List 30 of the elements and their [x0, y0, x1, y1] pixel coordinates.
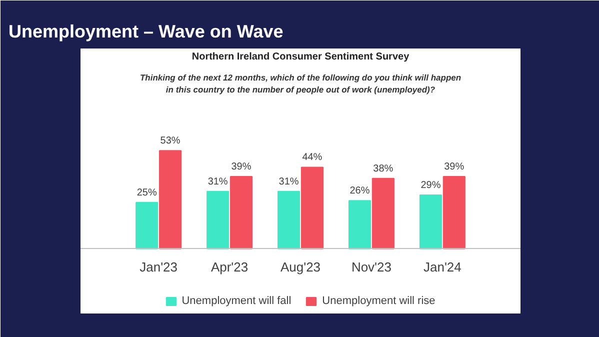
data-label: 29% [420, 180, 441, 192]
bar [136, 202, 158, 250]
x-tick-label: Apr'23 [210, 260, 248, 275]
data-label: 25% [136, 187, 157, 198]
bar [230, 176, 253, 250]
data-label: 39% [231, 162, 252, 172]
x-tick-label: Aug'23 [280, 260, 321, 275]
data-label: 26% [350, 186, 370, 197]
bar [419, 194, 442, 250]
bar [206, 190, 230, 250]
bar [159, 150, 182, 250]
x-tick-label: Jan'24 [423, 260, 462, 275]
bar [372, 178, 394, 250]
data-label: 31% [208, 176, 228, 188]
chart-subtitle: Northern Ireland Consumer Sentiment Survey [192, 52, 410, 62]
data-label: 44% [302, 152, 322, 164]
x-tick-label: Nov'23 [351, 260, 392, 275]
chart-title: Unemployment – Wave on Wave [8, 22, 284, 42]
data-label: 39% [444, 162, 464, 172]
x-tick-label: Jan'23 [140, 260, 178, 275]
data-label: 38% [373, 163, 394, 174]
bar [348, 200, 372, 250]
legend-label: Unemployment will rise [322, 295, 436, 307]
data-label: 31% [278, 176, 299, 188]
bar [442, 176, 466, 250]
text: Thinking of the next 12 months, which of the following do you think will happen in this country to the number of people out of work (unemployed)? [140, 72, 462, 94]
bar [278, 190, 300, 250]
legend-label: Unemployment will fall [182, 295, 292, 307]
data-label: 53% [160, 136, 180, 147]
bar [300, 166, 324, 250]
